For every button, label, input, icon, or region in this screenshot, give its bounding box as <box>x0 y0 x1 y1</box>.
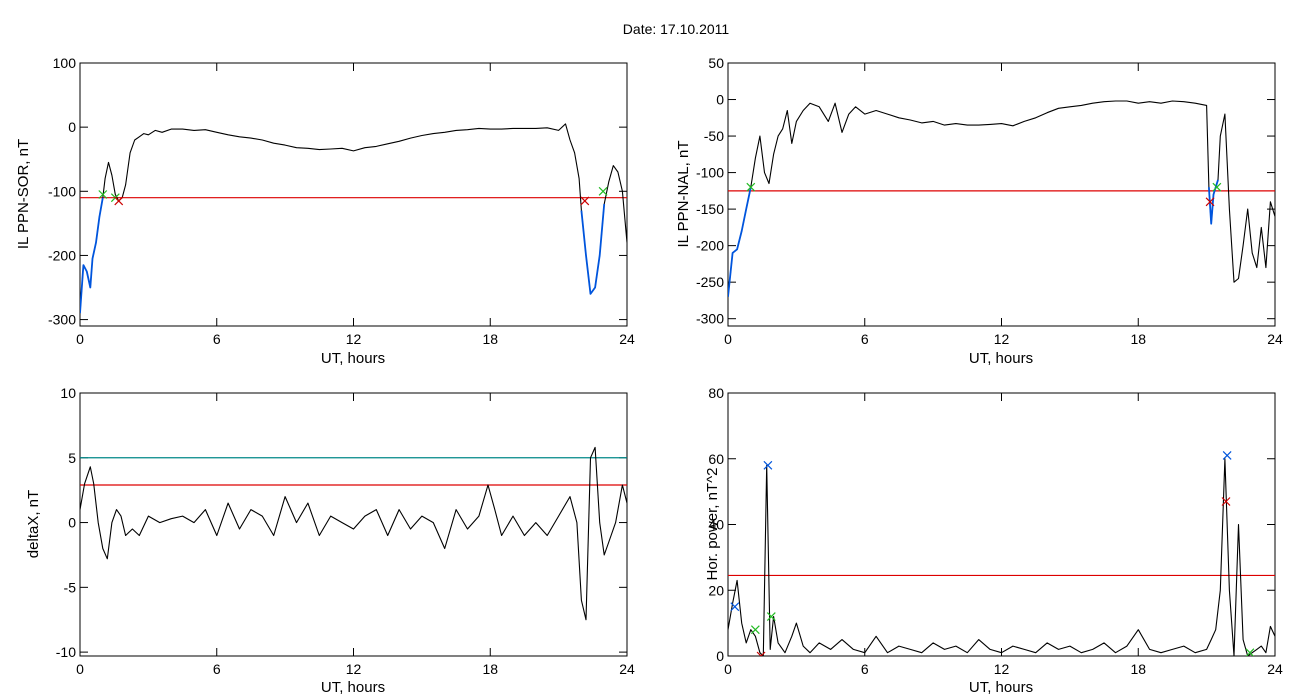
xtick-label-deltax-0: 0 <box>76 661 84 677</box>
series-line-nal-2 <box>1208 179 1219 225</box>
data-layer-nal <box>728 100 1275 297</box>
marker-power-3 <box>763 460 773 470</box>
marker-power-2 <box>756 651 766 656</box>
xtick-label-sor-4: 24 <box>619 331 635 347</box>
marker-sor-4 <box>598 186 608 196</box>
xtick-label-deltax-4: 24 <box>619 661 635 677</box>
xtick-label-deltax-3: 18 <box>482 661 498 677</box>
panel-power: Hor. power, nT^2 UT, hours 0 6 12 18 24 0 20 40… <box>704 385 1283 696</box>
marker-power-0 <box>730 602 740 612</box>
xtick-label-sor-2: 12 <box>346 331 362 347</box>
xtick-label-sor-0: 0 <box>76 331 84 347</box>
series-line-nal-1 <box>728 187 752 297</box>
ytick-label-sor-3: 0 <box>68 119 76 135</box>
ylabel-deltax: deltaX, nT <box>25 490 42 558</box>
ytick-label-nal-4: -100 <box>696 165 724 181</box>
ytick-label-deltax-0: -10 <box>56 644 76 660</box>
ytick-label-sor-1: -200 <box>48 247 76 263</box>
ytick-label-deltax-3: 5 <box>68 450 76 466</box>
xtick-label-nal-0: 0 <box>724 331 732 347</box>
ytick-label-nal-2: -200 <box>696 238 724 254</box>
ytick-label-nal-3: -150 <box>696 201 724 217</box>
series-line-sor-2 <box>580 204 606 295</box>
ytick-label-deltax-4: 10 <box>60 385 76 401</box>
data-layer-deltax <box>80 446 627 621</box>
xlabel-nal: UT, hours <box>969 350 1033 367</box>
xtick-label-nal-1: 6 <box>861 331 869 347</box>
xtick-label-sor-1: 6 <box>213 331 221 347</box>
marker-nal-2 <box>1212 182 1222 192</box>
figure-title: Date: 17.10.2011 <box>623 21 730 37</box>
xtick-label-deltax-2: 12 <box>346 661 362 677</box>
series-line-sor-1 <box>80 197 104 314</box>
ylabel-nal: IL PPN-NAL, nT <box>675 141 692 248</box>
series-line-sor-0 <box>80 123 627 314</box>
xtick-label-power-1: 6 <box>861 661 869 677</box>
series-line-deltax-0 <box>80 446 627 621</box>
data-layer-power <box>728 451 1275 656</box>
xtick-label-power-3: 18 <box>1130 661 1146 677</box>
marker-power-4 <box>766 612 776 621</box>
ytick-label-sor-2: -100 <box>48 183 76 199</box>
marker-sor-3 <box>580 196 590 206</box>
xtick-label-nal-4: 24 <box>1267 331 1283 347</box>
marker-nal-1 <box>1205 197 1215 207</box>
ytick-label-power-3: 60 <box>708 451 724 467</box>
marker-power-7 <box>1245 648 1255 656</box>
ytick-label-nal-0: -300 <box>696 311 724 327</box>
xlabel-deltax: UT, hours <box>321 679 385 696</box>
plot-frame-power <box>727 392 1276 657</box>
ytick-label-nal-5: -50 <box>704 128 724 144</box>
panel-nal: IL PPN-NAL, nT UT, hours 0 6 12 18 24 -300 -25… <box>675 55 1283 367</box>
marker-sor-2 <box>114 196 124 206</box>
data-layer-sor <box>80 123 627 314</box>
ylabel-sor: IL PPN-SOR, nT <box>15 139 32 249</box>
series-line-power-0 <box>728 458 1275 656</box>
marker-sor-0 <box>98 190 108 199</box>
series-line-nal-0 <box>728 100 1275 297</box>
ytick-label-power-1: 20 <box>708 582 724 598</box>
xtick-label-power-2: 12 <box>994 661 1010 677</box>
plot-frame-sor <box>79 62 628 327</box>
marker-power-6 <box>1221 497 1231 506</box>
ytick-label-sor-0: -300 <box>48 312 76 328</box>
xtick-label-power-4: 24 <box>1267 661 1283 677</box>
marker-nal-0 <box>746 182 756 192</box>
ytick-label-nal-1: -250 <box>696 274 724 290</box>
ytick-label-power-0: 0 <box>716 648 724 664</box>
ytick-label-nal-7: 50 <box>708 55 724 71</box>
ytick-label-deltax-1: -5 <box>64 579 77 595</box>
xlabel-sor: UT, hours <box>321 350 385 367</box>
xtick-label-nal-3: 18 <box>1130 331 1146 347</box>
ytick-label-nal-6: 0 <box>716 92 724 108</box>
ytick-label-power-4: 80 <box>708 385 724 401</box>
plot-frame-deltax <box>79 392 628 657</box>
ytick-label-deltax-2: 0 <box>68 515 76 531</box>
xtick-label-deltax-1: 6 <box>213 661 221 677</box>
marker-power-5 <box>1222 451 1232 460</box>
xtick-label-sor-3: 18 <box>482 331 498 347</box>
xtick-label-nal-2: 12 <box>994 331 1010 347</box>
xlabel-power: UT, hours <box>969 679 1033 696</box>
ytick-label-power-2: 40 <box>708 517 724 533</box>
panel-sor: IL PPN-SOR, nT UT, hours 0 6 12 18 24 -300 -20… <box>15 55 635 367</box>
xtick-label-power-0: 0 <box>724 661 732 677</box>
ylabel-power: Hor. power, nT^2 <box>704 468 721 581</box>
panel-deltax: deltaX, nT UT, hours 0 6 12 18 24 -10 -5 0 5 10 <box>25 385 635 696</box>
marker-power-1 <box>750 625 760 635</box>
ytick-label-sor-4: 100 <box>53 55 77 71</box>
